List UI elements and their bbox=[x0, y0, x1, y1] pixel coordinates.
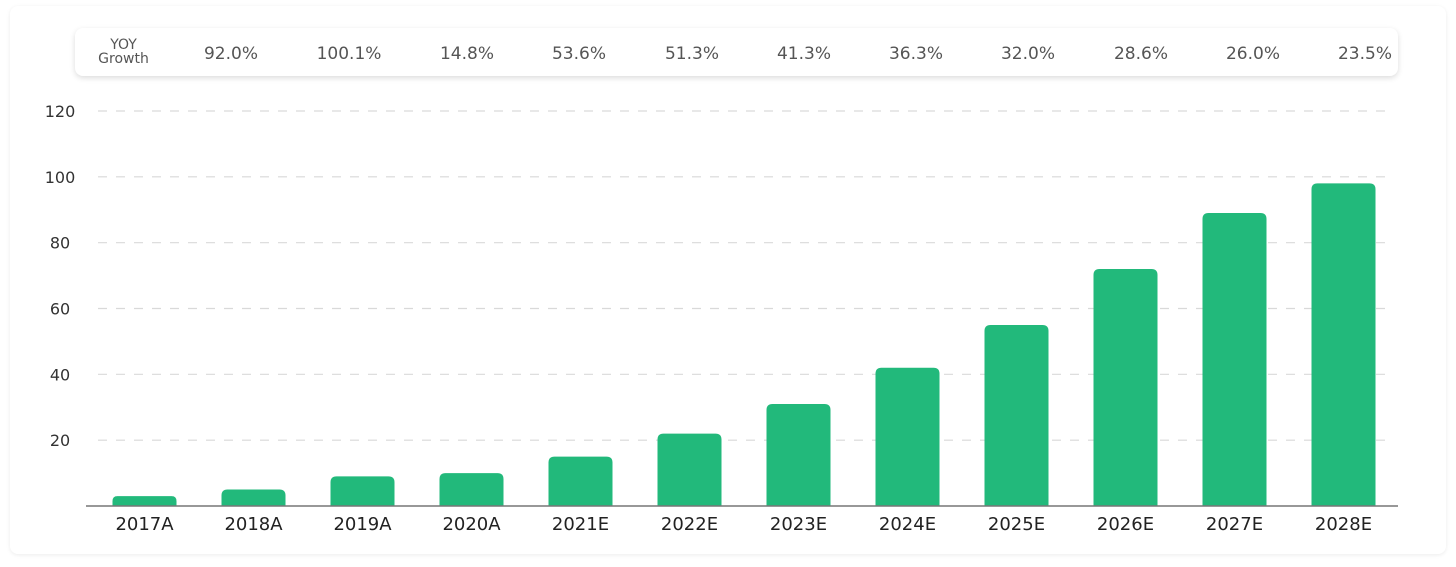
bar bbox=[1202, 213, 1267, 506]
x-tick-label: 2018A bbox=[224, 514, 283, 535]
bar bbox=[875, 367, 940, 506]
y-tick-label: 40 bbox=[50, 365, 70, 384]
bar bbox=[548, 456, 613, 506]
yoy-growth-label: YOY Growth bbox=[75, 38, 172, 66]
yoy-value: 51.3% bbox=[664, 44, 720, 64]
y-tick-label: 60 bbox=[50, 300, 70, 319]
bar bbox=[1093, 269, 1158, 506]
yoy-value: 28.6% bbox=[1113, 44, 1169, 64]
yoy-label-line2: Growth bbox=[98, 51, 149, 67]
bar bbox=[657, 433, 722, 506]
x-tick-label: 2019A bbox=[333, 514, 392, 535]
x-tick-label: 2028E bbox=[1315, 514, 1372, 535]
x-tick-label: 2026E bbox=[1097, 514, 1154, 535]
x-tick-label: 2017A bbox=[115, 514, 174, 535]
yoy-value: 36.3% bbox=[888, 44, 944, 64]
bar bbox=[984, 324, 1049, 506]
x-tick-label: 2023E bbox=[770, 514, 827, 535]
x-tick-label: 2027E bbox=[1206, 514, 1263, 535]
yoy-growth-strip: YOY Growth 92.0% 100.1% 14.8% 53.6% 51.3… bbox=[75, 28, 1398, 76]
yoy-value: 26.0% bbox=[1225, 44, 1281, 64]
bar bbox=[766, 403, 831, 506]
yoy-value: 32.0% bbox=[1000, 44, 1056, 64]
bar bbox=[221, 489, 286, 506]
bar bbox=[330, 476, 395, 506]
yoy-value: 23.5% bbox=[1337, 44, 1393, 64]
x-tick-label: 2024E bbox=[879, 514, 936, 535]
x-tick-label: 2020A bbox=[442, 514, 501, 535]
bar bbox=[112, 496, 177, 506]
y-tick-label: 80 bbox=[50, 234, 70, 253]
bar bbox=[439, 473, 504, 506]
yoy-label-line1: YOY bbox=[110, 37, 137, 53]
x-tick-label: 2025E bbox=[988, 514, 1045, 535]
y-tick-label: 100 bbox=[45, 168, 76, 187]
yoy-value: 41.3% bbox=[776, 44, 832, 64]
x-tick-label: 2022E bbox=[661, 514, 718, 535]
yoy-value: 14.8% bbox=[439, 44, 495, 64]
x-tick-label: 2021E bbox=[552, 514, 609, 535]
yoy-value: 53.6% bbox=[551, 44, 607, 64]
bar bbox=[1311, 183, 1376, 506]
yoy-value: 92.0% bbox=[203, 44, 259, 64]
y-tick-label: 20 bbox=[50, 431, 70, 450]
yoy-value: 100.1% bbox=[316, 44, 382, 64]
y-tick-label: 120 bbox=[45, 102, 76, 121]
